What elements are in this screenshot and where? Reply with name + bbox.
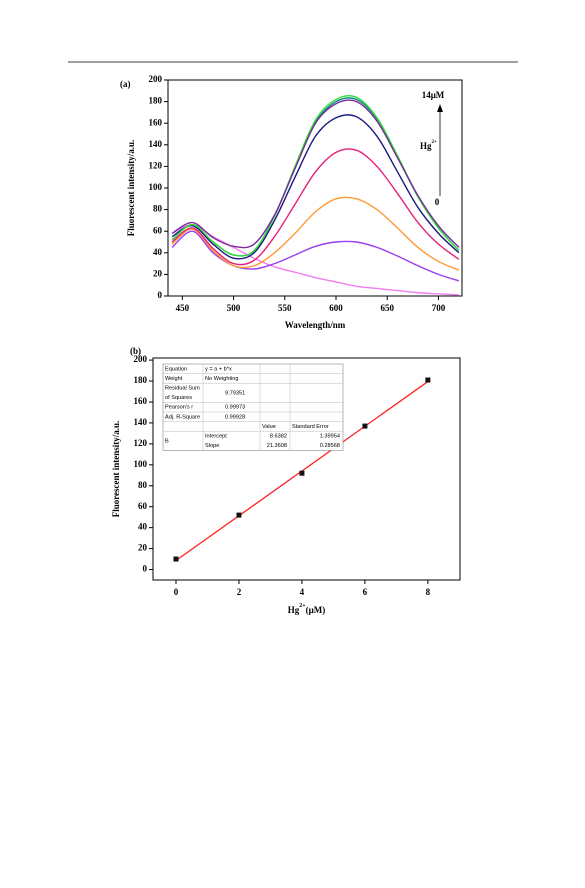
x-tick-label: 6 [363, 587, 368, 597]
y-axis-label: Fluorescent intensity/a.u. [111, 421, 121, 518]
y-tick-label: 40 [153, 247, 163, 257]
spectrum-line [171, 99, 460, 249]
table-cell: Weight [165, 376, 183, 382]
data-point [236, 512, 242, 518]
table-cell: 0.28568 [320, 443, 340, 449]
x-tick-label: 700 [432, 303, 446, 313]
spectrum-line [171, 114, 460, 260]
x-axis-label: Wavelength/nm [285, 320, 346, 330]
table-cell: B [165, 438, 169, 444]
arrow-head [437, 104, 443, 112]
plot-frame [167, 79, 463, 297]
annotation: 0 [435, 197, 440, 207]
table-cell: Pearson's r [165, 405, 193, 411]
y-tick-label: 100 [149, 182, 163, 192]
x-tick-label: 550 [278, 303, 292, 313]
x-axis-label-part: 2+ [299, 603, 306, 609]
y-tick-label: 120 [149, 160, 163, 170]
x-tick-label: 450 [176, 303, 190, 313]
panel-label: (b) [130, 346, 141, 356]
y-tick-label: 200 [134, 354, 148, 364]
data-point [362, 423, 368, 429]
y-tick-label: 200 [149, 74, 163, 84]
y-tick-label: 180 [134, 375, 148, 385]
y-tick-label: 140 [134, 417, 148, 427]
y-axis-label: Fluorescent intensity/a.u. [126, 140, 136, 237]
table-cell: 0.99973 [225, 405, 245, 411]
table-cell: Value [262, 424, 276, 430]
x-tick-label: 4 [300, 587, 305, 597]
y-tick-label: 60 [138, 501, 148, 511]
table-cell: y = a + b*x [205, 366, 232, 372]
x-axis-label-part: (μM) [306, 605, 326, 615]
annotation: Hg2+ [420, 140, 437, 151]
y-tick-label: 80 [153, 204, 163, 214]
table-cell: Slope [205, 443, 219, 449]
spectrum-line [171, 148, 460, 266]
y-tick-label: 40 [138, 522, 148, 532]
spectrum-line [171, 196, 460, 271]
table-cell: Equation [165, 366, 187, 372]
spectrum-line [171, 97, 460, 257]
data-point [299, 470, 305, 476]
spectrum-line [171, 230, 460, 282]
data-point [173, 556, 179, 562]
x-tick-label: 8 [426, 587, 431, 597]
spectrum-line [171, 224, 459, 296]
annotation-text: 2+ [432, 140, 438, 145]
table-cell: 1.39954 [320, 433, 340, 439]
y-tick-label: 120 [134, 438, 148, 448]
y-tick-label: 160 [134, 396, 148, 406]
table-cell: 9.79351 [225, 390, 245, 396]
y-tick-label: 80 [138, 480, 148, 490]
x-tick-label: 500 [227, 303, 241, 313]
y-tick-label: 180 [149, 96, 163, 106]
x-tick-label: 0 [174, 587, 179, 597]
table-cell: 21.3608 [267, 443, 287, 449]
y-tick-label: 0 [143, 564, 148, 574]
table-cell: of Squares [165, 395, 192, 401]
x-tick-label: 600 [329, 303, 343, 313]
data-point [425, 377, 431, 383]
plot-frame [152, 357, 461, 581]
table-cell: Residual Sum [165, 385, 200, 391]
y-tick-label: 160 [149, 117, 163, 127]
y-tick-label: 0 [158, 290, 163, 300]
table-cell: Standard Error [292, 424, 329, 430]
table-cell: 8.6382 [270, 433, 287, 439]
annotation: 14μM [422, 90, 445, 100]
table-cell: Adj. R-Square [165, 414, 200, 420]
x-axis-label: Hg2+(μM) [288, 603, 326, 615]
table-cell: 0.99928 [225, 414, 245, 420]
x-tick-label: 2 [237, 587, 242, 597]
y-tick-label: 140 [149, 139, 163, 149]
y-tick-label: 20 [138, 543, 148, 553]
panel-label: (a) [120, 79, 131, 89]
y-tick-label: 20 [153, 268, 163, 278]
table-cell: Intercept [205, 433, 227, 439]
table-frame [162, 363, 344, 451]
table-cell: No Weighting [205, 376, 238, 382]
x-tick-label: 650 [380, 303, 394, 313]
x-axis-label-part: Hg [288, 605, 300, 615]
y-tick-label: 60 [153, 225, 163, 235]
annotation-text: Hg [420, 141, 432, 151]
y-tick-label: 100 [134, 459, 148, 469]
spectrum-line [171, 94, 460, 257]
